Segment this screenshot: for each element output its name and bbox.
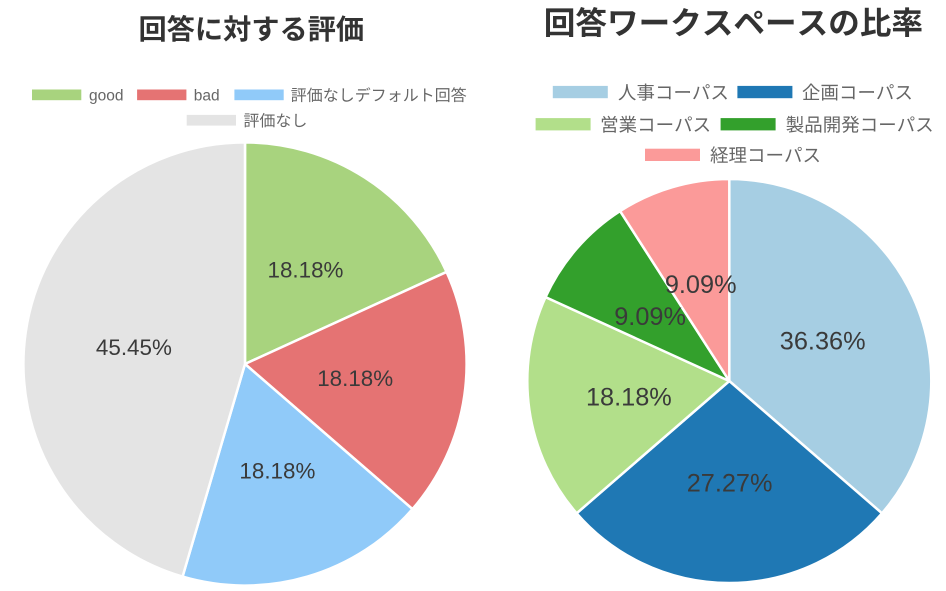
svg-text:36.36%: 36.36%: [780, 327, 866, 355]
svg-text:27.27%: 27.27%: [687, 469, 773, 497]
svg-text:18.18%: 18.18%: [317, 366, 393, 391]
svg-text:18.18%: 18.18%: [239, 458, 315, 483]
svg-text:bad: bad: [194, 88, 220, 105]
svg-text:45.45%: 45.45%: [96, 335, 172, 360]
svg-text:9.09%: 9.09%: [614, 303, 686, 331]
svg-text:18.18%: 18.18%: [268, 257, 344, 282]
svg-text:9.09%: 9.09%: [665, 271, 737, 299]
svg-text:18.18%: 18.18%: [586, 383, 672, 411]
svg-text:good: good: [89, 88, 123, 105]
